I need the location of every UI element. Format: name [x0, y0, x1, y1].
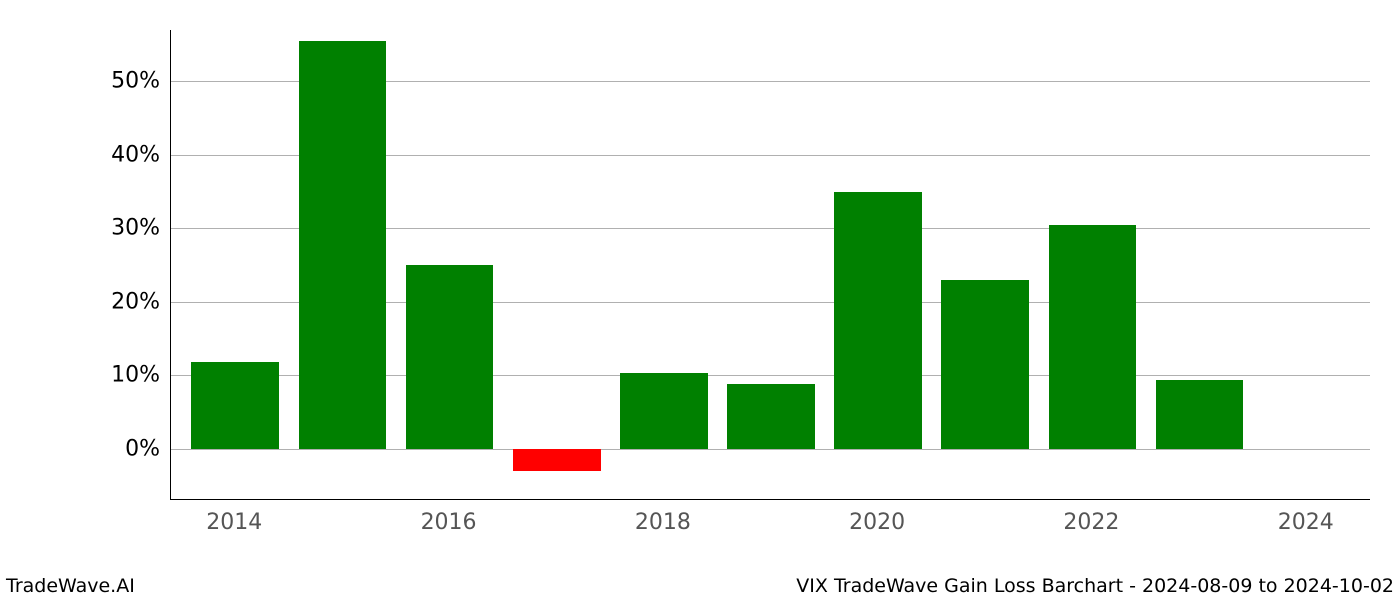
footer-caption: VIX TradeWave Gain Loss Barchart - 2024-…	[796, 575, 1394, 597]
bar	[299, 41, 387, 449]
bar	[941, 280, 1029, 449]
bar	[513, 449, 601, 471]
y-tick-label: 0%	[100, 436, 160, 461]
y-tick-label: 30%	[100, 216, 160, 241]
y-tick-label: 10%	[100, 363, 160, 388]
y-tick-label: 20%	[100, 289, 160, 314]
figure: TradeWave.AI VIX TradeWave Gain Loss Bar…	[0, 0, 1400, 600]
x-tick-label: 2016	[421, 510, 477, 535]
bar	[727, 384, 815, 449]
bar	[191, 362, 279, 449]
y-gridline	[171, 449, 1370, 450]
bar	[1049, 225, 1137, 449]
y-tick-label: 40%	[100, 142, 160, 167]
bar	[1156, 380, 1244, 448]
x-tick-label: 2020	[849, 510, 905, 535]
footer-brand: TradeWave.AI	[6, 575, 135, 597]
bar	[834, 192, 922, 449]
bar	[620, 373, 708, 449]
x-tick-label: 2024	[1278, 510, 1334, 535]
x-tick-label: 2022	[1063, 510, 1119, 535]
x-tick-label: 2018	[635, 510, 691, 535]
plot-area	[170, 30, 1370, 500]
x-tick-label: 2014	[206, 510, 262, 535]
bar	[406, 265, 494, 449]
y-tick-label: 50%	[100, 69, 160, 94]
